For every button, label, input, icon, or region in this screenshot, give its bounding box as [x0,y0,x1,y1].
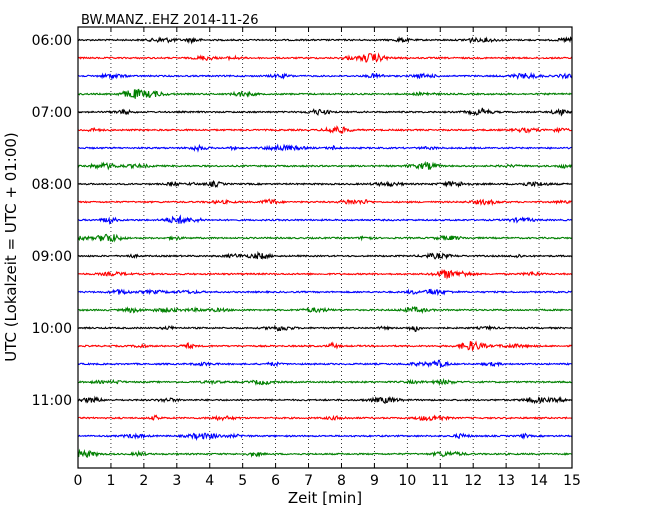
x-tick-label: 4 [205,473,214,489]
trace-0615 [77,52,573,63]
x-tick-label: 11 [431,473,449,489]
y-tick-label: 06:00 [32,33,72,49]
trace-0815 [77,198,573,207]
trace-0730 [77,143,573,153]
x-axis-ticks: 0 1 2 3 4 5 6 7 8 9 10 11 12 13 14 15 [74,27,581,489]
trace-0915 [77,268,573,280]
x-tick-label: 6 [271,473,280,489]
x-tick-label: 9 [370,473,379,489]
x-tick-label: 10 [398,473,416,489]
x-tick-label: 3 [172,473,181,489]
trace-0715 [77,125,573,135]
trace-0845 [77,233,573,243]
trace-1030 [77,359,573,368]
trace-0800 [77,179,573,189]
x-tick-label: 8 [337,473,346,489]
x-tick-label: 0 [74,473,83,489]
x-tick-label: 2 [139,473,148,489]
trace-0900 [77,250,573,260]
plot-frame [77,26,573,469]
x-tick-label: 7 [304,473,313,489]
y-axis-title: UTC (Lokalzeit = UTC + 01:00) [2,132,20,362]
trace-1015 [77,340,573,352]
x-tick-label: 15 [563,473,581,489]
y-tick-label: 09:00 [32,249,72,265]
y-tick-label: 10:00 [32,321,72,337]
trace-1045 [77,377,573,387]
trace-0700 [77,107,573,117]
trace-0930 [77,288,573,296]
y-tick-label: 07:00 [32,105,72,121]
trace-0745 [77,160,573,171]
y-axis-ticks: 06:00 07:00 08:00 09:00 10:00 11:00 [32,33,572,409]
x-tick-label: 5 [238,473,247,489]
trace-1130 [77,432,573,441]
trace-lines [77,36,573,459]
trace-1145 [77,448,573,459]
y-tick-label: 11:00 [32,393,72,409]
x-tick-label: 13 [497,473,515,489]
trace-0600 [77,36,573,45]
trace-1115 [78,414,573,422]
x-tick-label: 1 [106,473,115,489]
trace-0945 [77,305,573,315]
trace-0645 [77,88,573,99]
grid-lines [110,27,540,468]
chart-title: BW.MANZ..EHZ 2014-11-26 [81,13,259,28]
x-tick-label: 14 [530,473,548,489]
trace-1100 [77,395,573,405]
x-axis-title: Zeit [min] [288,489,362,507]
trace-1000 [77,324,573,333]
trace-0830 [77,214,573,225]
trace-0630 [77,71,573,81]
y-tick-label: 08:00 [32,177,72,193]
x-tick-label: 12 [464,473,482,489]
